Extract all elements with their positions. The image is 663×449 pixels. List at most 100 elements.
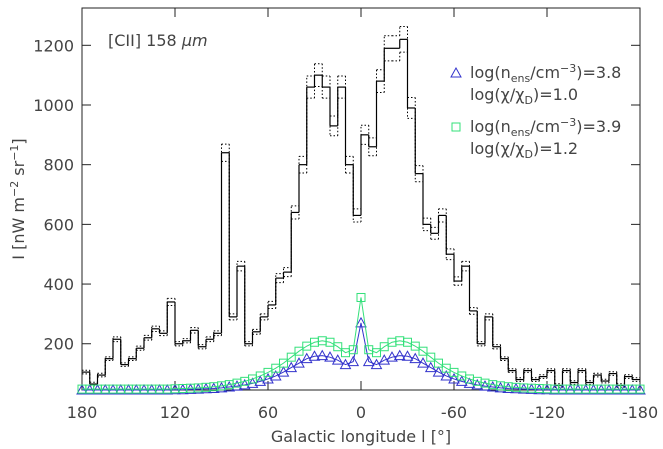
model-line — [82, 322, 640, 391]
model-marker — [502, 382, 515, 394]
x-tick-label: -60 — [441, 403, 467, 422]
model-marker — [271, 363, 281, 373]
model-marker — [308, 350, 321, 361]
text-part: −3 — [560, 116, 576, 129]
model-marker — [455, 375, 468, 386]
text-part: log(n — [470, 63, 511, 82]
text-part: /cm — [530, 117, 560, 136]
legend-label: log(χ/χD)=1.2 — [470, 139, 578, 161]
text-part: ens — [511, 126, 531, 139]
text-part: )=3.8 — [576, 63, 621, 82]
y-tick-label: 1000 — [33, 96, 74, 115]
text-part: −3 — [560, 62, 576, 75]
model-marker — [393, 349, 406, 361]
text-part: D — [525, 94, 533, 107]
y-tick-label: 600 — [43, 215, 74, 234]
model-marker — [316, 349, 329, 361]
x-tick-label: 180 — [67, 403, 98, 422]
x-axis-label: Galactic longitude l [°] — [271, 427, 451, 446]
model-marker — [432, 366, 445, 377]
model-marker — [386, 351, 398, 362]
model-marker — [517, 383, 530, 394]
model-marker — [300, 352, 313, 364]
model-marker — [448, 372, 460, 384]
model-marker — [426, 352, 436, 362]
legend-label: log(χ/χD)=1.0 — [470, 85, 578, 107]
text-part: log(n — [470, 117, 511, 136]
text-part: )=3.9 — [576, 117, 621, 136]
model-marker — [176, 383, 189, 395]
text-part: −2 — [8, 181, 21, 197]
text-part: μm — [181, 31, 208, 50]
model-marker — [238, 378, 251, 390]
model-marker — [372, 348, 381, 358]
model-marker — [510, 382, 522, 394]
model-marker — [286, 352, 296, 362]
text-part: log(χ/χ — [470, 85, 525, 104]
model-marker — [356, 292, 366, 302]
y-tick-label: 800 — [43, 156, 74, 175]
model-marker — [434, 358, 443, 368]
model-marker — [486, 380, 499, 392]
model-marker — [378, 354, 391, 365]
model-marker — [262, 372, 274, 384]
model-marker — [231, 380, 243, 391]
text-part: sr — [9, 160, 28, 180]
y-tick-label: 400 — [43, 275, 74, 294]
model-marker — [200, 382, 212, 394]
model-marker — [331, 354, 344, 365]
annotation: [CII] 158 μm — [108, 31, 208, 50]
model-marker — [494, 381, 507, 393]
model-marker — [440, 369, 453, 381]
model-marker — [184, 383, 197, 394]
model-marker — [418, 346, 428, 356]
y-axis-label: I [nW m−2 sr−1] — [8, 138, 28, 259]
model-marker — [279, 358, 288, 368]
model-marker — [207, 382, 220, 394]
model-marker — [410, 341, 420, 351]
text-part: )=1.2 — [533, 139, 578, 158]
model-marker — [424, 361, 437, 373]
text-part: /cm — [530, 63, 560, 82]
x-tick-label: -120 — [529, 403, 565, 422]
model-marker — [417, 357, 429, 368]
legend-marker — [451, 122, 461, 132]
model-marker — [269, 369, 282, 381]
model-marker — [223, 380, 236, 392]
text-part: ] — [9, 138, 28, 144]
text-part: I [nW m — [9, 197, 28, 260]
model-marker — [333, 342, 343, 352]
legend-label: log(nens/cm−3)=3.9 — [470, 116, 621, 139]
model-marker — [294, 346, 304, 356]
legend-marker — [450, 66, 462, 78]
model-marker — [254, 375, 267, 386]
text-part: ens — [511, 72, 531, 85]
x-tick-label: 60 — [258, 403, 278, 422]
model-marker — [479, 380, 491, 391]
text-part: [CII] 158 — [108, 31, 182, 50]
x-tick-label: 0 — [356, 403, 366, 422]
model-marker — [192, 383, 205, 394]
x-tick-label: -180 — [622, 403, 658, 422]
model-line — [82, 297, 640, 390]
text-part: log(χ/χ — [470, 139, 525, 158]
model-marker — [635, 384, 645, 394]
model-marker — [471, 378, 484, 390]
y-tick-label: 200 — [43, 335, 74, 354]
model-marker — [401, 350, 414, 361]
model-marker — [525, 383, 538, 394]
model-marker — [324, 351, 336, 362]
model-marker — [339, 358, 352, 370]
text-part: )=1.0 — [533, 85, 578, 104]
text-part: D — [525, 148, 533, 161]
x-tick-label: 120 — [160, 403, 191, 422]
y-tick-label: 1200 — [33, 36, 74, 55]
model-marker — [355, 316, 367, 328]
model-marker — [347, 355, 360, 367]
legend-label: log(nens/cm−3)=3.8 — [470, 62, 621, 85]
model-marker — [533, 383, 546, 395]
model-marker — [362, 355, 375, 367]
model-marker — [348, 345, 358, 355]
model-marker — [409, 352, 422, 364]
